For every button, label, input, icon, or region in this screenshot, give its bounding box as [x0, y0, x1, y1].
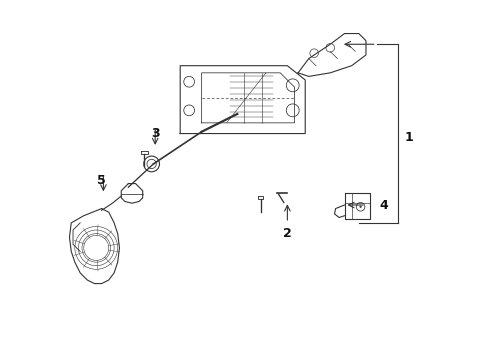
Text: 5: 5	[97, 174, 106, 186]
Text: 2: 2	[283, 227, 291, 240]
Text: 4: 4	[379, 198, 387, 212]
Circle shape	[359, 206, 361, 208]
Text: 3: 3	[151, 127, 159, 140]
Text: 1: 1	[404, 131, 412, 144]
